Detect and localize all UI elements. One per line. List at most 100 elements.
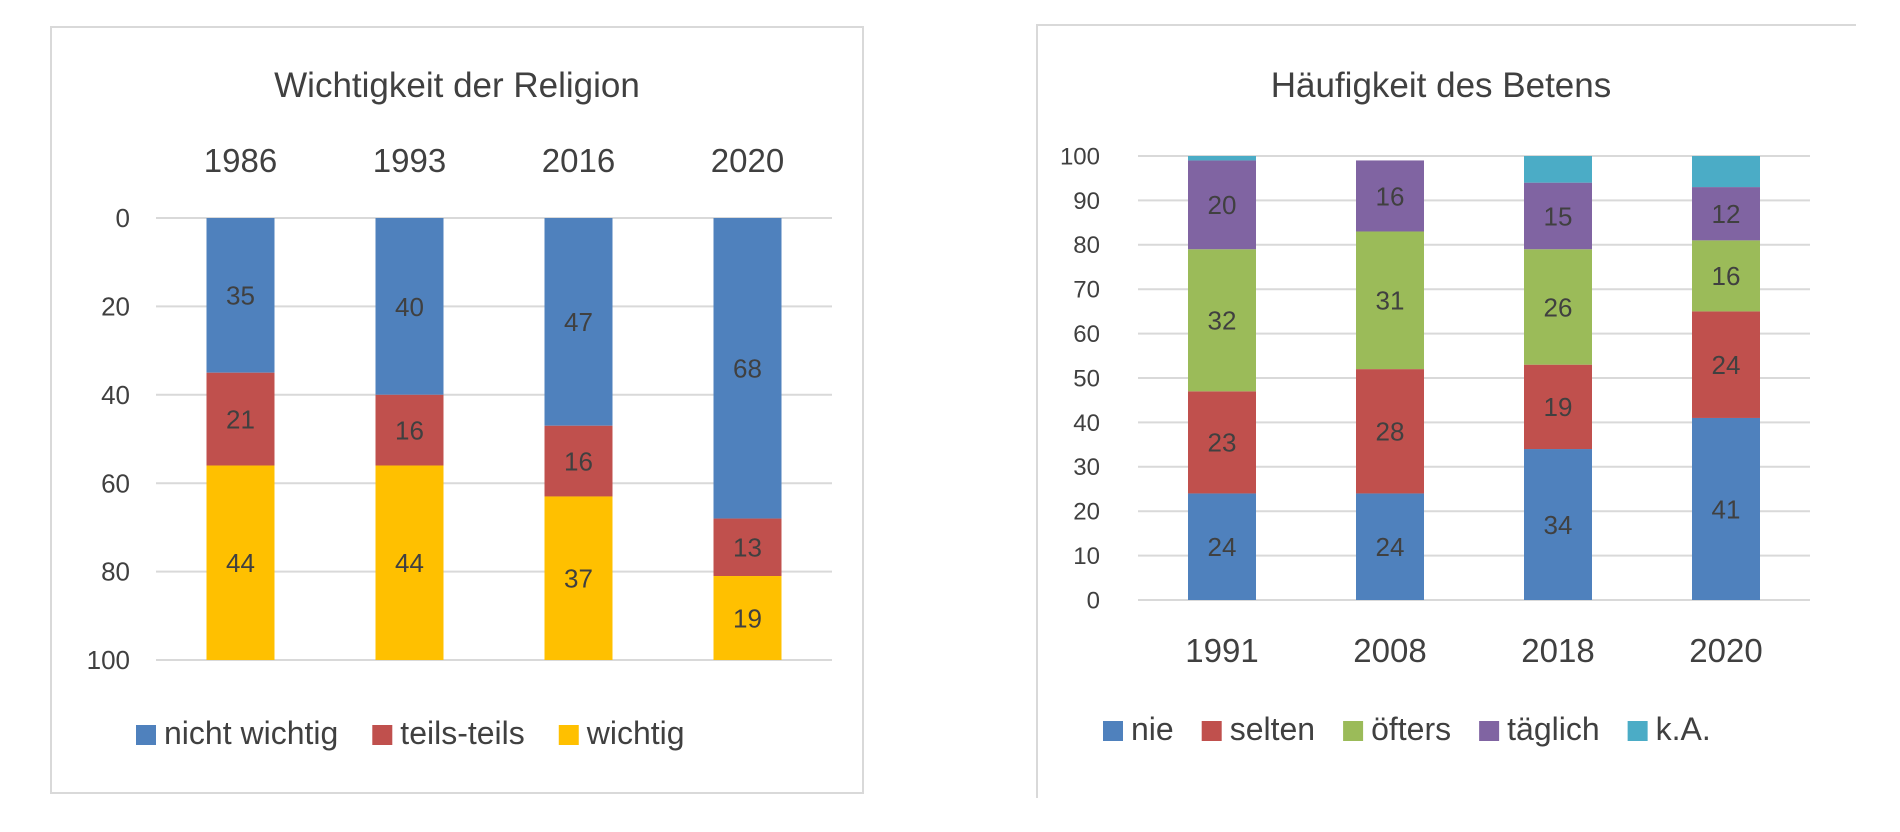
bar-segment [1692,417,1760,600]
y-tick-label: 70 [1073,277,1100,304]
x-category-label: 2018 [1521,632,1594,669]
data-label: 41 [1712,494,1741,524]
bar-segment [1692,187,1760,241]
bar-segment [375,394,444,466]
data-label: 16 [1376,181,1405,211]
y-tick-label: 20 [101,292,130,322]
data-label: 21 [226,404,255,434]
x-category-label: 2008 [1353,632,1426,669]
data-label: 44 [395,548,424,578]
bar-segment [1692,240,1760,312]
bar-segment [1524,182,1592,250]
data-label: 35 [226,281,255,311]
legend-label: wichtig [586,715,685,751]
legend-swatch [1343,721,1364,741]
bar-segment [1524,364,1592,450]
bar-segment [1524,156,1592,183]
chart-religion-importance: Wichtigkeit der Religion 0 20 40 60 80 100 1986… [50,26,864,794]
legend-label: selten [1230,711,1315,747]
data-label: 16 [395,416,424,446]
data-label: 34 [1544,510,1573,540]
y-tick-label: 10 [1073,543,1100,570]
bar-segment [1188,391,1256,494]
bar-segment [1356,160,1424,232]
data-label: 26 [1544,292,1573,322]
x-category-label: 1986 [204,142,277,179]
legend-swatch [1479,721,1500,741]
data-label: 28 [1376,417,1405,447]
y-tick-label: 50 [1073,365,1100,392]
data-label: 47 [564,307,593,337]
x-category-label: 1991 [1185,632,1258,669]
bar-segment [1188,160,1256,250]
bar-segment [1692,156,1760,188]
data-label: 24 [1376,532,1405,562]
chart-prayer-frequency: Häufigkeit des Betens 0 10 20 30 40 50 60 70 80 90… [1036,24,1856,798]
y-tick-label: 100 [1060,143,1100,170]
bar-segment [1356,231,1424,370]
bar-segment [1188,249,1256,392]
data-label: 13 [733,533,762,563]
bar-segment [206,372,275,466]
x-category-label: 2020 [1689,632,1762,669]
y-tick-label: 90 [1073,188,1100,215]
legend-swatch [1627,721,1648,741]
bar-segment [713,518,782,577]
data-label: 23 [1208,428,1237,458]
y-tick-label: 100 [87,645,130,675]
x-category-label: 1993 [373,142,446,179]
y-tick-label: 20 [1073,499,1100,526]
data-label: 24 [1208,532,1237,562]
data-label: 19 [1544,392,1573,422]
data-label: 20 [1208,190,1237,220]
legend-label: k.A. [1656,711,1711,747]
y-tick-label: 40 [1073,410,1100,437]
chart-title: Häufigkeit des Betens [1271,66,1611,105]
x-category-label: 2016 [542,142,615,179]
data-label: 12 [1712,199,1741,229]
y-tick-label: 80 [101,557,130,587]
data-label: 40 [395,292,424,322]
bar-segment [1524,249,1592,365]
y-tick-label: 80 [1073,232,1100,259]
y-tick-label: 0 [1087,587,1100,614]
data-label: 32 [1208,306,1237,336]
legend-label: täglich [1507,711,1600,747]
bar-segment [713,576,782,660]
bar-segment [1356,493,1424,600]
y-tick-label: 0 [116,203,130,233]
data-label: 24 [1712,350,1741,380]
x-category-label: 2020 [711,142,784,179]
bar-segment [1188,493,1256,600]
data-label: 16 [1712,261,1741,291]
data-label: 68 [733,354,762,384]
legend-label: nie [1131,711,1174,747]
bar-segment [1524,449,1592,600]
chart-prayer-frequency-svg: Häufigkeit des Betens 0 10 20 30 40 50 60 70 80 90… [1060,66,1810,747]
bar-segment [1188,156,1256,161]
legend-label: teils-teils [400,715,524,751]
y-tick-label: 30 [1073,454,1100,481]
y-tick-label: 60 [101,468,130,498]
chart-religion-importance-svg: Wichtigkeit der Religion 0 20 40 60 80 100 1986… [87,66,832,751]
y-tick-label: 60 [1073,321,1100,348]
legend-swatch [136,725,156,745]
bar-segment [206,465,275,660]
bar-segment [375,218,444,395]
legend-swatch [1103,721,1123,741]
legend-swatch [1201,721,1222,741]
data-label: 16 [564,446,593,476]
legend-swatch [372,725,393,745]
chart-title: Wichtigkeit der Religion [274,66,640,105]
data-label: 15 [1544,201,1573,231]
legend-swatch [558,725,579,745]
data-label: 31 [1376,286,1405,316]
bar-segment [375,465,444,660]
data-label: 37 [564,564,593,594]
legend-label: nicht wichtig [164,715,338,751]
y-tick-label: 40 [101,380,130,410]
bar-segment [544,425,613,497]
bar-segment [544,218,613,426]
bar-segment [544,496,613,660]
data-label: 44 [226,548,255,578]
